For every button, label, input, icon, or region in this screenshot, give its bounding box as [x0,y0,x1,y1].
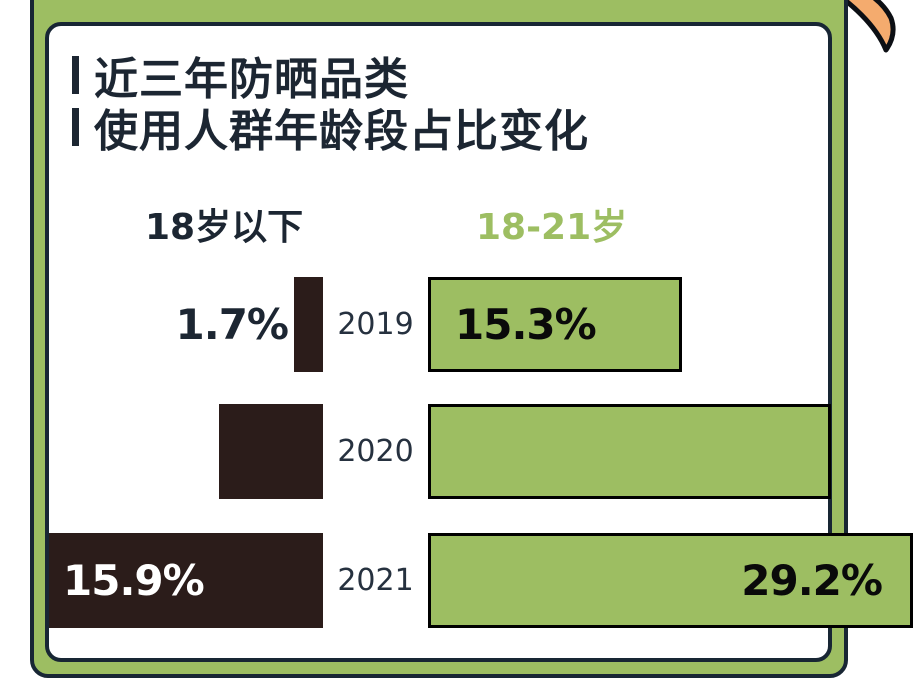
bar-under18-2021: 15.9% [49,533,323,628]
title-text-2: 使用人群年龄段占比变化 [94,106,589,157]
title-tick-icon [72,56,79,94]
title-text-1: 近三年防晒品类 [94,54,409,105]
orange-petal-icon [840,0,896,53]
title-tick-icon [72,108,79,146]
chart-row-2021: 15.9% 2021 29.2% [0,533,919,628]
chart-row-2019: 1.7% 2019 15.3% [0,277,919,372]
year-label-2020: 2020 [337,434,414,469]
value-label-18to21-2019: 15.3% [455,300,597,349]
bar-18to21-2020 [428,404,831,499]
bar-18to21-2019: 15.3% [428,277,682,372]
chart-title: 近三年防晒品类 使用人群年龄段占比变化 [72,49,589,157]
chart-title-line-1: 近三年防晒品类 [72,49,589,105]
chart-row-2020: 2020 [0,404,919,499]
bar-under18-2020 [219,404,323,499]
legend-under-18: 18岁以下 [145,207,304,248]
value-label-under18-2021: 15.9% [63,556,205,605]
legend-18-to-21: 18-21岁 [476,207,628,248]
year-label-2021: 2021 [337,563,414,598]
bar-18to21-2021: 29.2% [428,533,913,628]
bar-under18-2019 [294,277,323,372]
value-label-18to21-2021: 29.2% [741,556,883,605]
chart-title-line-2: 使用人群年龄段占比变化 [72,101,589,157]
value-label-under18-2019: 1.7% [175,300,289,349]
year-label-2019: 2019 [337,307,414,342]
